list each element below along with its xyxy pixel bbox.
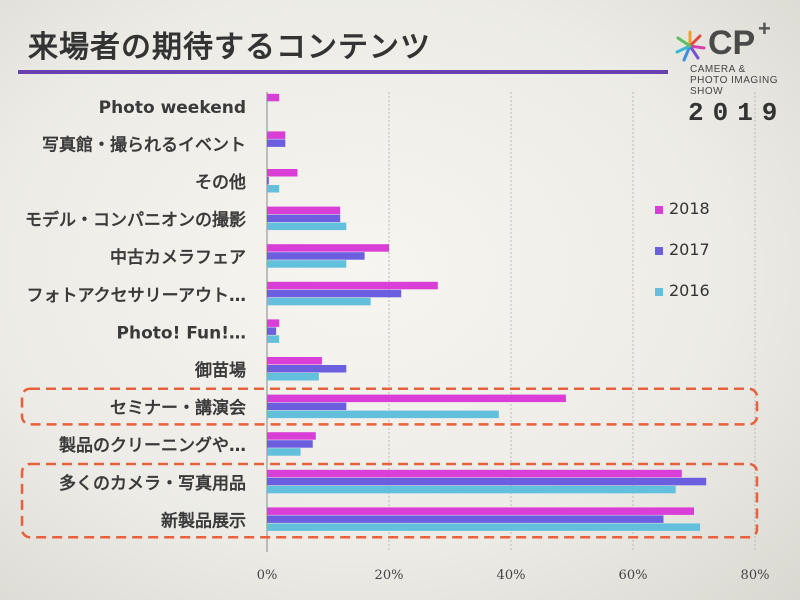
bar-2018 xyxy=(267,206,341,215)
bar-2017 xyxy=(267,177,269,185)
logo-plus: + xyxy=(758,16,771,41)
logo-burst-icon xyxy=(675,30,706,62)
bar-2018 xyxy=(267,507,694,515)
logo-line2: PHOTO IMAGING xyxy=(690,75,778,86)
bar-2016 xyxy=(267,222,347,231)
highlight-box-products xyxy=(20,462,759,539)
bar-2017 xyxy=(267,477,707,486)
bar-2018 xyxy=(267,394,566,403)
bar-2018 xyxy=(267,319,280,327)
x-tick-label: 40% xyxy=(497,568,526,583)
category-label: 写真館・撮られるイベント xyxy=(42,134,246,155)
category-label: 製品のクリーニングや… xyxy=(58,435,246,456)
legend-swatch-2017 xyxy=(655,247,663,255)
legend-label-2017: 2017 xyxy=(669,240,710,259)
bar-2018 xyxy=(267,131,286,139)
bar-2018 xyxy=(267,93,280,102)
bar-2016 xyxy=(267,410,499,419)
legend-swatch-2018 xyxy=(655,206,663,214)
bar-2017 xyxy=(267,515,664,523)
cp-plus-logo: CP + CAMERA & PHOTO IMAGING SHOW 2019 xyxy=(672,16,787,130)
category-label: Photo weekend xyxy=(99,98,246,118)
category-label: Photo! Fun!… xyxy=(117,323,246,343)
bar-2017 xyxy=(267,214,341,223)
bar-2017 xyxy=(267,440,313,448)
bar-2018 xyxy=(267,357,322,365)
bar-2017 xyxy=(267,139,286,147)
category-label: モデル・コンパニオンの撮影 xyxy=(25,210,246,231)
legend-swatch-2016 xyxy=(655,288,663,296)
bar-2018 xyxy=(267,281,438,290)
logo-year: 2019 xyxy=(688,98,787,128)
x-tick-label: 80% xyxy=(741,568,770,583)
bar-2016 xyxy=(267,335,280,343)
category-label: 新製品展示 xyxy=(161,510,246,531)
bar-2018 xyxy=(267,469,682,478)
bar-2017 xyxy=(267,402,347,411)
bar-2017 xyxy=(267,327,277,335)
category-label: フォトアクセサリーアウト… xyxy=(27,286,246,306)
category-label: 中古カメラフェア xyxy=(110,247,246,268)
slide-title: 来場者の期待するコンテンツ xyxy=(28,30,431,65)
bar-2017 xyxy=(267,365,347,373)
category-label: その他 xyxy=(195,172,246,193)
bar-2016 xyxy=(267,485,676,494)
bar-2017 xyxy=(267,252,365,260)
x-tick-label: 0% xyxy=(257,568,278,583)
bar-2016 xyxy=(267,523,701,531)
logo-brand: CP xyxy=(708,24,756,62)
legend-label-2018: 2018 xyxy=(669,199,710,218)
x-tick-label: 20% xyxy=(375,568,404,583)
bar-2016 xyxy=(267,448,301,456)
bar-2018 xyxy=(267,432,316,440)
bar-2017 xyxy=(267,289,402,298)
category-label: セミナー・講演会 xyxy=(110,398,246,419)
legend-label-2016: 2016 xyxy=(669,281,710,300)
x-tick-label: 60% xyxy=(619,568,648,583)
category-label: 多くのカメラ・写真用品 xyxy=(59,473,246,494)
bar-2016 xyxy=(267,373,319,381)
bar-2018 xyxy=(267,244,389,252)
bar-2016 xyxy=(267,297,371,306)
highlight-box-seminar xyxy=(20,387,759,426)
bar-2016 xyxy=(267,185,280,193)
logo-line3: SHOW xyxy=(690,86,724,97)
bar-2018 xyxy=(267,169,298,177)
logo-line1: CAMERA & xyxy=(690,64,746,75)
bar-2016 xyxy=(267,260,347,268)
category-label: 御苗場 xyxy=(194,360,246,381)
title-rule xyxy=(18,70,668,74)
